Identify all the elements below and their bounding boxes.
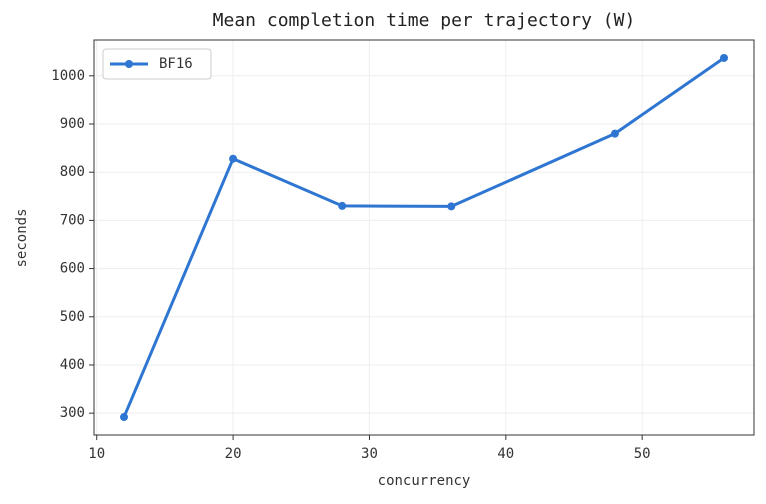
x-axis-label: concurrency <box>378 473 471 489</box>
y-tick-label: 1000 <box>51 68 85 84</box>
point <box>120 413 128 422</box>
y-tick-label: 700 <box>60 212 85 228</box>
legend: BF16 <box>102 48 212 80</box>
chart-title: Mean completion time per trajectory (W) <box>213 10 636 31</box>
y-tick-label: 800 <box>60 164 85 180</box>
x-tick-label: 40 <box>497 446 514 462</box>
legend-marker <box>125 60 133 68</box>
x-tick-label: 10 <box>88 446 105 462</box>
legend-box <box>102 48 212 80</box>
point <box>610 129 619 138</box>
point <box>720 53 728 62</box>
y-tick-label: 300 <box>60 405 85 421</box>
y-tick-label: 600 <box>60 261 85 277</box>
x-tick-label: 50 <box>634 446 651 462</box>
legend-label: BF16 <box>159 56 193 72</box>
x-tick-label: 30 <box>361 446 378 462</box>
y-axis-label: seconds <box>14 208 30 267</box>
plot-frame <box>93 39 755 436</box>
y-tick-label: 500 <box>60 309 85 325</box>
x-tick-label: 20 <box>225 446 242 462</box>
y-tick-label: 400 <box>60 357 85 373</box>
point <box>447 202 456 211</box>
line <box>122 56 725 418</box>
y-tick-label: 900 <box>60 116 85 132</box>
point <box>229 154 238 163</box>
point <box>338 201 347 210</box>
